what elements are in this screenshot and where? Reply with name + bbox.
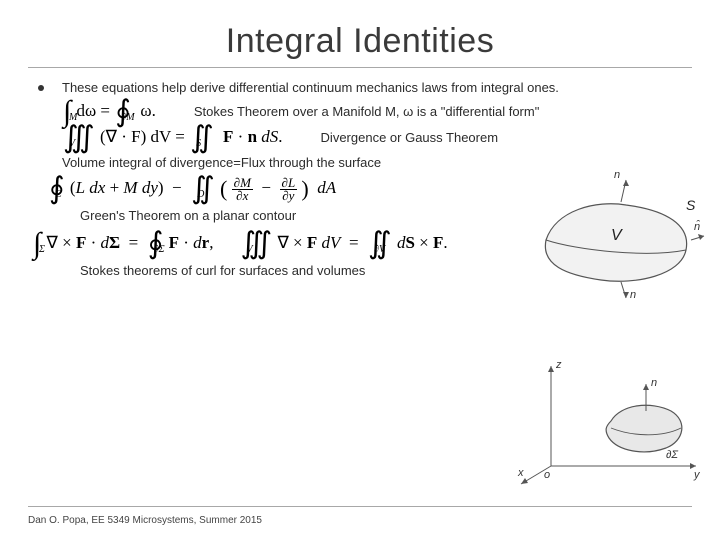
bullet-item: These equations help derive differential…: [38, 80, 692, 95]
label-n: n: [614, 170, 620, 181]
eq-label: Stokes Theorem over a Manifold M, ω is a…: [194, 104, 539, 119]
axis-y: y: [693, 469, 701, 481]
footer-rule: [28, 506, 692, 507]
eq-text: ∮C (L dx + M dy) − ∬D ( ∂M ∂x − ∂L ∂y ) …: [48, 176, 336, 202]
footer: Dan O. Popa, EE 5349 Microsystems, Summe…: [28, 506, 692, 526]
label-dSigma: ∂Σ: [666, 449, 678, 461]
flux-caption: Volume integral of divergence=Flux throu…: [62, 155, 692, 170]
page-title: Integral Identities: [28, 22, 692, 61]
eq-text: ∭V ∇ × F dV = ∬∂V dS × F.: [239, 233, 447, 253]
axis-x: x: [517, 467, 524, 479]
bullet-dot-icon: [38, 85, 44, 91]
axes-surface-svg: z y x o n ∂Σ: [516, 356, 706, 486]
eq-stokes-manifold: ∫M dω = ∮∂M ω. Stokes Theorem over a Man…: [62, 101, 692, 121]
footer-text: Dan O. Popa, EE 5349 Microsystems, Summe…: [28, 515, 262, 526]
label-nhat: n̂: [694, 219, 700, 233]
eq-gauss: ∭V (∇ · F) dV = ∬S F · n dS. Divergence …: [62, 127, 692, 147]
label-S: S: [686, 197, 696, 213]
eq-text: ∫Σ ∇ × F · dΣ = ∮∂Σ F · dr,: [32, 233, 213, 253]
diagram-volume-surface: n n̂ n V S: [526, 170, 706, 300]
axis-o: o: [544, 469, 550, 481]
label-n: n: [651, 377, 657, 389]
bullet-text: These equations help derive differential…: [62, 80, 559, 95]
title-rule: [28, 67, 692, 68]
diagram-axes-surface: z y x o n ∂Σ: [516, 356, 706, 486]
axis-z: z: [555, 359, 562, 371]
eq-text: ∭V (∇ · F) dV = ∬S F · n dS.: [62, 127, 283, 147]
eq-text: ∫M dω = ∮∂M ω.: [62, 101, 156, 121]
volume-surface-svg: n n̂ n V S: [526, 170, 706, 300]
slide: Integral Identities These equations help…: [0, 0, 720, 540]
eq-label: Divergence or Gauss Theorem: [321, 130, 499, 145]
label-V: V: [611, 227, 623, 244]
label-n2: n: [630, 289, 636, 300]
